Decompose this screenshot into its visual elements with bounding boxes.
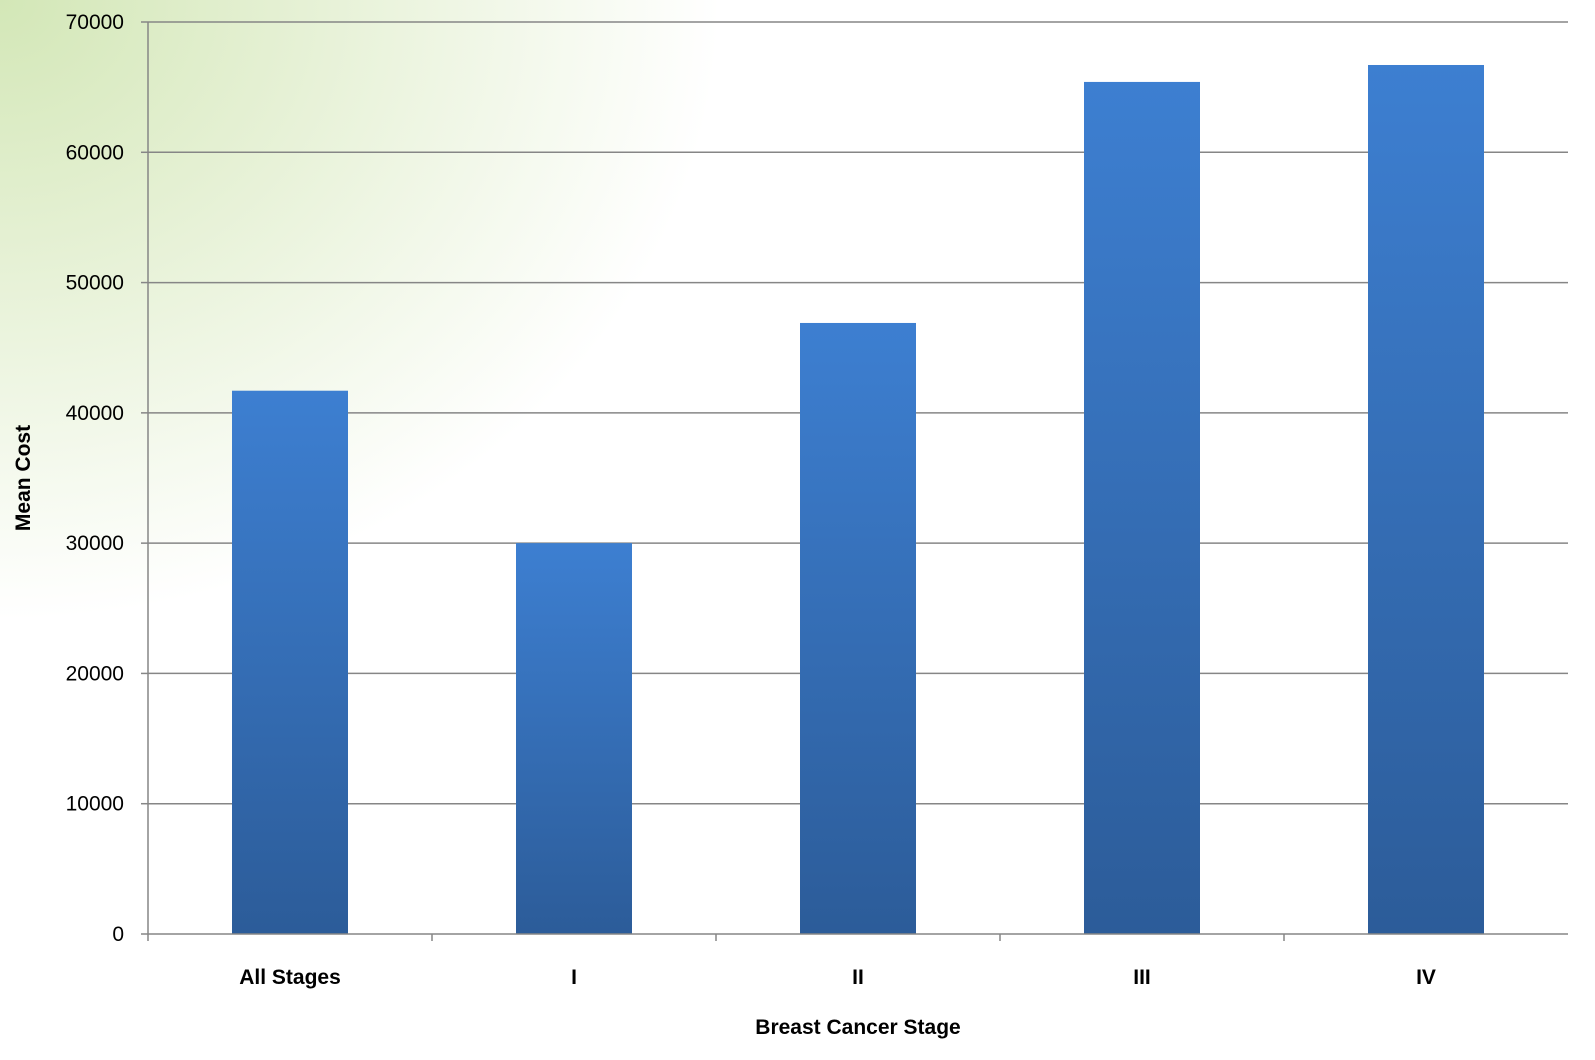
y-tick-label: 20000: [66, 662, 124, 685]
bar: [1084, 81, 1200, 935]
x-tick-label: All Stages: [239, 966, 341, 989]
y-tick-label: 40000: [66, 402, 124, 425]
bar: [800, 322, 916, 935]
x-tick-label: IV: [1416, 966, 1436, 989]
x-tick-label: III: [1133, 966, 1151, 989]
bar: [516, 543, 632, 934]
y-tick-label: 60000: [66, 141, 124, 164]
x-tick-label: I: [571, 966, 577, 989]
axes: [141, 21, 1568, 941]
y-tick-label: 10000: [66, 793, 124, 816]
y-tick-label: 50000: [66, 272, 124, 295]
bar: [232, 390, 348, 934]
x-axis-title: Breast Cancer Stage: [755, 1016, 960, 1039]
bar: [1368, 64, 1484, 935]
x-tick-label: II: [852, 966, 864, 989]
y-tick-label: 70000: [66, 11, 124, 34]
bars: [232, 64, 1484, 935]
y-tick-label: 0: [112, 923, 124, 946]
y-tick-label: 30000: [66, 532, 124, 555]
y-axis-title: Mean Cost: [12, 425, 35, 531]
tick-labels: 0 10000 20000 30000 40000 50000 60000 70000 All …: [66, 11, 1436, 989]
